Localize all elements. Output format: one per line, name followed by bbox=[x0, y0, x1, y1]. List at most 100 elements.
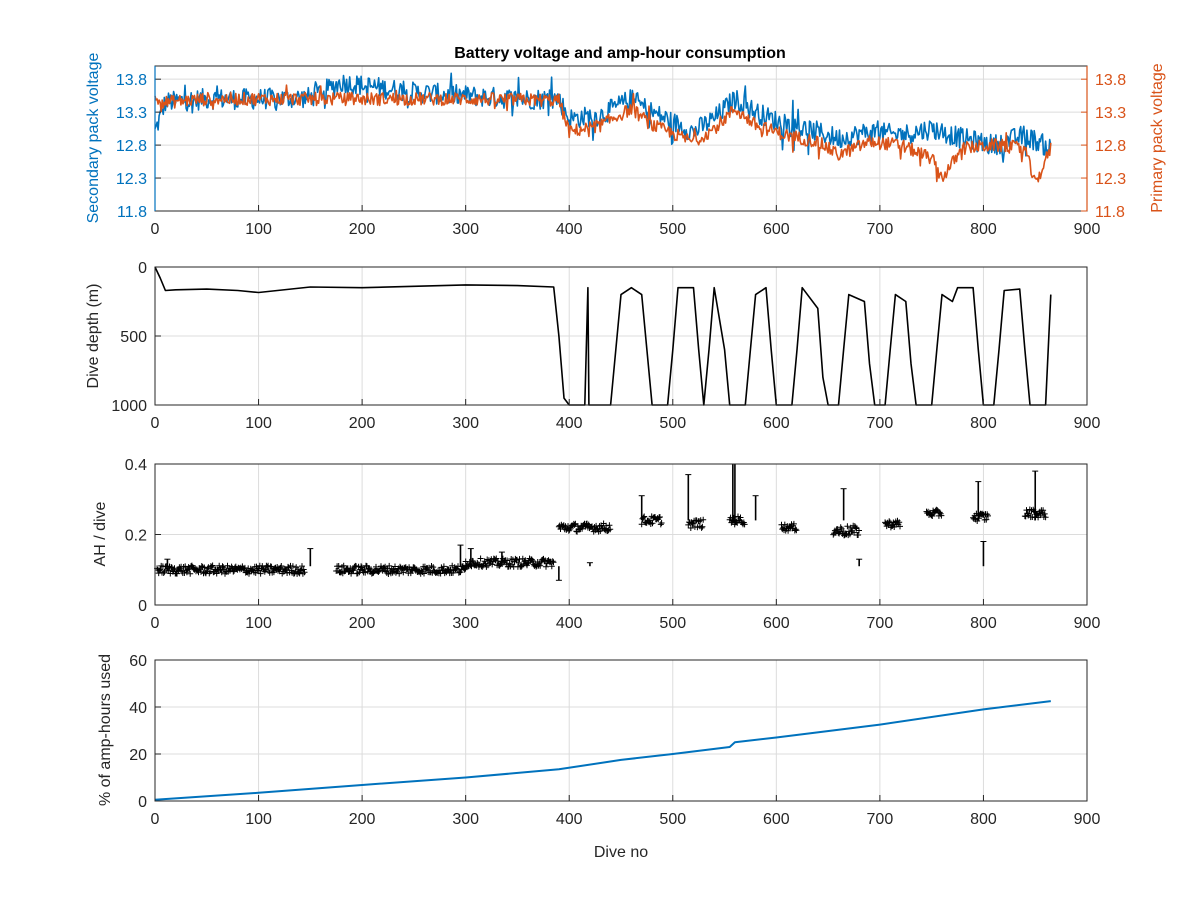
ah-point bbox=[549, 558, 556, 565]
ah-point bbox=[171, 565, 178, 572]
voltage-y-tick-label: 13.3 bbox=[116, 105, 147, 122]
depth-x-tick-label: 100 bbox=[245, 415, 272, 432]
ah-x-tick-label: 800 bbox=[970, 615, 997, 632]
ah-point bbox=[216, 562, 223, 569]
ah-point bbox=[699, 523, 706, 530]
ah-point bbox=[792, 526, 799, 533]
ah-point bbox=[381, 565, 388, 572]
percent-x-tick-label: 0 bbox=[151, 811, 160, 828]
ah-point bbox=[230, 568, 237, 575]
ah-point bbox=[550, 559, 557, 566]
percent-x-tick-label: 500 bbox=[659, 811, 686, 828]
depth-x-tick-label: 700 bbox=[867, 415, 894, 432]
ah-point bbox=[897, 523, 903, 530]
ah-point bbox=[529, 558, 536, 564]
ah-grid bbox=[154, 463, 1088, 606]
ah-point bbox=[936, 509, 943, 516]
ah-point bbox=[168, 564, 175, 570]
ah-point bbox=[515, 559, 522, 566]
percent-x-ticks: 0 100 200 300 400 500 600 700 800 900 bbox=[151, 795, 1101, 828]
ah-point bbox=[844, 523, 851, 530]
voltage-y-tick-label-right: 11.8 bbox=[1095, 204, 1125, 221]
voltage-series-line-1 bbox=[154, 84, 1052, 183]
voltage-x-tick-label: 400 bbox=[556, 221, 583, 238]
ah-x-tick-label: 400 bbox=[556, 615, 583, 632]
ah-point bbox=[638, 521, 645, 528]
ah-point bbox=[985, 512, 991, 519]
ah-point bbox=[160, 570, 167, 576]
ah-point bbox=[358, 563, 365, 570]
depth-x-tick-label: 300 bbox=[452, 415, 479, 432]
ah-point bbox=[855, 532, 862, 538]
depth-x-tick-label: 200 bbox=[349, 415, 376, 432]
ah-point bbox=[851, 529, 857, 536]
percent-x-tick-label: 600 bbox=[763, 811, 790, 828]
voltage-series bbox=[154, 72, 1052, 183]
voltage-x-tick-label: 300 bbox=[452, 221, 479, 238]
ah-series bbox=[154, 463, 1049, 581]
percent-x-tick-label: 300 bbox=[452, 811, 479, 828]
ah-point bbox=[213, 570, 220, 577]
percent-x-tick-label: 400 bbox=[556, 811, 583, 828]
ah-point bbox=[983, 516, 990, 523]
voltage-y-tick-label-right: 13.3 bbox=[1095, 105, 1126, 122]
percent-y-label: % of amp-hours used bbox=[97, 654, 114, 806]
percent-series-line-0 bbox=[154, 700, 1051, 801]
ah-point bbox=[396, 570, 403, 577]
voltage-y-tick-label: 13.8 bbox=[116, 72, 147, 89]
ah-point bbox=[368, 566, 374, 573]
ah-point bbox=[1040, 507, 1047, 514]
ah-point bbox=[1026, 510, 1032, 517]
ah-x-tick-label: 900 bbox=[1074, 615, 1101, 632]
ah-point bbox=[400, 569, 407, 576]
ah-panel: 0 100 200 300 400 500 600 700 800 900 0 0.2 0.4 AH … bbox=[92, 457, 1100, 632]
ah-point bbox=[687, 525, 694, 531]
ah-point bbox=[698, 524, 705, 531]
ah-point bbox=[852, 524, 859, 531]
ah-point bbox=[278, 563, 285, 569]
voltage-y-tick-label: 11.8 bbox=[117, 204, 147, 221]
voltage-x-tick-label: 900 bbox=[1074, 221, 1101, 238]
ah-point bbox=[174, 570, 180, 577]
ah-x-tick-label: 100 bbox=[245, 615, 272, 632]
percent-grid bbox=[154, 659, 1088, 802]
ah-point bbox=[187, 570, 194, 577]
ah-point bbox=[340, 562, 347, 569]
figure-title: Battery voltage and amp-hour consumption bbox=[454, 45, 786, 62]
percent-x-tick-label: 100 bbox=[245, 811, 272, 828]
ah-point bbox=[730, 514, 737, 521]
ah-x-ticks: 0 100 200 300 400 500 600 700 800 900 bbox=[151, 599, 1101, 632]
voltage-y-label-right: Primary pack voltage bbox=[1149, 63, 1166, 212]
voltage-y-tick-label: 12.8 bbox=[116, 138, 147, 155]
ah-point bbox=[421, 570, 427, 577]
percent-series bbox=[154, 700, 1051, 801]
ah-point bbox=[430, 564, 437, 571]
percent-x-label: Dive no bbox=[594, 844, 648, 861]
ah-y-tick-label: 0.4 bbox=[125, 457, 147, 474]
ah-point bbox=[1041, 510, 1048, 517]
depth-y-tick-label: 1000 bbox=[111, 398, 147, 415]
depth-y-ticks: 0 500 1000 bbox=[111, 260, 161, 415]
ah-point bbox=[785, 527, 792, 534]
ah-point bbox=[300, 566, 307, 573]
percent-x-tick-label: 200 bbox=[349, 811, 376, 828]
voltage-x-tick-label: 600 bbox=[763, 221, 790, 238]
ah-point bbox=[182, 563, 189, 570]
ah-point bbox=[289, 563, 296, 570]
percent-x-tick-label: 900 bbox=[1074, 811, 1101, 828]
voltage-y-tick-label-right: 12.3 bbox=[1095, 171, 1126, 188]
ah-x-tick-label: 300 bbox=[452, 615, 479, 632]
ah-x-tick-label: 0 bbox=[151, 615, 160, 632]
ah-point bbox=[565, 527, 572, 534]
voltage-y-tick-label-right: 13.8 bbox=[1095, 72, 1126, 89]
ah-point bbox=[606, 522, 613, 529]
depth-series bbox=[154, 266, 1052, 406]
ah-point bbox=[454, 565, 461, 572]
ah-y-ticks: 0 0.2 0.4 bbox=[125, 457, 161, 615]
ah-point bbox=[218, 569, 225, 576]
ah-point bbox=[301, 569, 308, 576]
percent-x-tick-label: 700 bbox=[867, 811, 894, 828]
ah-point bbox=[656, 514, 663, 520]
voltage-y-ticks-right: 11.8 12.3 12.8 13.3 13.8 bbox=[154, 66, 1126, 221]
depth-grid bbox=[154, 266, 1088, 406]
